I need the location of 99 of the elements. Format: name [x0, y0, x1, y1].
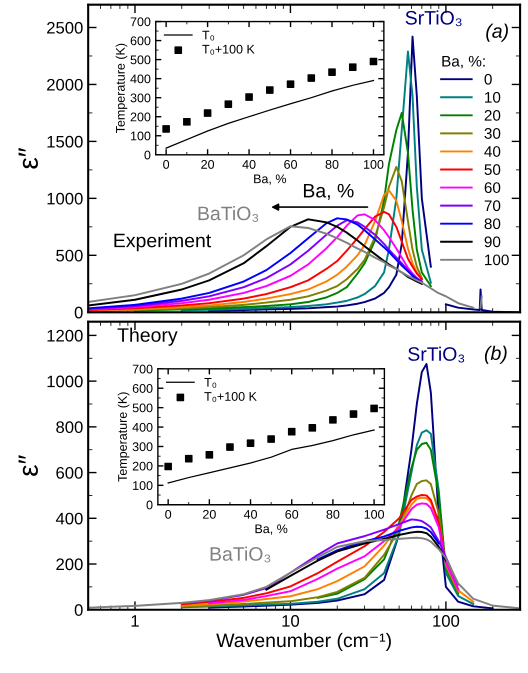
annotation: BaTiO₃ [198, 206, 258, 222]
x-tick-label: 80 [326, 160, 338, 169]
y-tick-label: 200 [132, 462, 153, 471]
y-axis-title: ε″ [18, 455, 38, 476]
point [288, 428, 296, 436]
legend-label: T₀ [202, 30, 214, 40]
point [370, 404, 378, 412]
point [348, 63, 357, 72]
y-tick-label: 600 [130, 36, 150, 46]
legend-label: 0 [484, 74, 492, 85]
point [226, 443, 234, 451]
y-axis-title: Temperature (K) [116, 44, 128, 134]
x-tick-label: 10 [282, 615, 300, 627]
y-tick-label: 400 [132, 422, 153, 432]
annotation: SrTiO₃ [408, 346, 464, 362]
legend-label: 90 [484, 236, 500, 248]
legend-label: 30 [484, 128, 500, 139]
y-tick-label: 1000 [48, 376, 83, 388]
legend-label: 10 [485, 92, 500, 103]
x-tick-label: 20 [203, 510, 216, 519]
annotation: Ba, % [304, 184, 354, 200]
x-axis-title: Ba, % [254, 174, 286, 185]
point [286, 80, 294, 88]
legend-title: Ba, %: [442, 56, 485, 68]
point [350, 410, 358, 418]
annotation: (b) [484, 346, 507, 364]
y-tick-label: 500 [132, 403, 153, 412]
y-tick-label: 200 [130, 112, 150, 122]
legend-label: 20 [484, 110, 500, 121]
x-axis-title: Wavenumber (cm⁻¹) [216, 632, 391, 652]
point [308, 424, 316, 432]
legend-label: 70 [484, 200, 500, 212]
x-tick-label: 0 [163, 160, 170, 169]
x-tick-label: 100 [364, 510, 384, 519]
y-tick-label: 500 [56, 250, 83, 262]
line-series [168, 429, 375, 484]
legend-label: T₀ [204, 378, 216, 388]
point [267, 435, 275, 443]
y-tick-label: 1200 [48, 330, 83, 342]
legend-label: 60 [484, 182, 500, 194]
y-tick-label: 0 [74, 306, 83, 318]
legend-label: 50 [484, 164, 500, 175]
y-tick-label: 0 [146, 500, 153, 510]
annotation: Theory [118, 328, 178, 346]
annotation: BaTiO₃ [210, 546, 270, 562]
annotation: Experiment [114, 233, 212, 252]
legend-label: 100 [485, 254, 509, 266]
y-tick-label: 600 [56, 466, 83, 479]
y-tick-label: 500 [130, 55, 150, 64]
point [224, 100, 232, 108]
y-axis-title: Temperature (K) [118, 392, 130, 482]
y-tick-label: 700 [130, 17, 150, 26]
x-tick-label: 1 [132, 615, 139, 627]
x-tick-label: 100 [433, 615, 460, 627]
y-tick-label: 0 [144, 150, 150, 160]
legend-label: 80 [484, 218, 500, 230]
y-tick-label: 400 [56, 512, 83, 524]
point [184, 454, 193, 463]
x-axis-title: Ba, % [255, 524, 288, 535]
x-tick-label: 40 [242, 160, 256, 169]
x-tick-label: 0 [165, 510, 172, 519]
x-tick-label: 60 [285, 510, 298, 519]
annotation: (a) [486, 24, 508, 42]
x-tick-label: 40 [244, 510, 257, 519]
y-tick-label: 2000 [47, 78, 83, 91]
y-tick-label: 300 [132, 442, 153, 452]
point [162, 125, 170, 133]
y-tick-label: 200 [56, 558, 83, 570]
x-tick-label: 60 [284, 160, 298, 169]
x-tick-label: 100 [364, 160, 384, 169]
legend-label: 40 [484, 146, 500, 157]
y-tick-label: 0 [74, 604, 83, 616]
point [307, 74, 316, 82]
point [183, 118, 191, 126]
y-tick-label: 300 [130, 93, 150, 102]
y-tick-label: 1000 [48, 192, 83, 205]
legend-label: T₀+100 K [202, 44, 255, 55]
point [246, 439, 254, 447]
y-tick-label: 100 [131, 132, 150, 140]
y-tick-label: 700 [132, 364, 153, 374]
x-tick-label: 20 [201, 160, 214, 169]
point [206, 451, 214, 459]
point [164, 462, 172, 470]
y-tick-label: 400 [130, 74, 150, 84]
y-tick-label: 1500 [48, 136, 83, 148]
x-tick-label: 80 [326, 510, 340, 519]
point [329, 416, 337, 424]
y-tick-label: 2500 [47, 22, 83, 34]
y-tick-label: 100 [133, 481, 153, 490]
y-tick-label: 600 [132, 384, 153, 393]
point [370, 58, 378, 66]
legend-label: T₀+100 K [204, 392, 257, 402]
point [204, 109, 212, 117]
annotation: SrTiO₃ [406, 10, 462, 26]
point [266, 86, 274, 94]
y-axis-title: ε″ [18, 148, 38, 169]
point [245, 93, 253, 101]
y-tick-label: 800 [56, 421, 83, 434]
point [328, 68, 336, 76]
